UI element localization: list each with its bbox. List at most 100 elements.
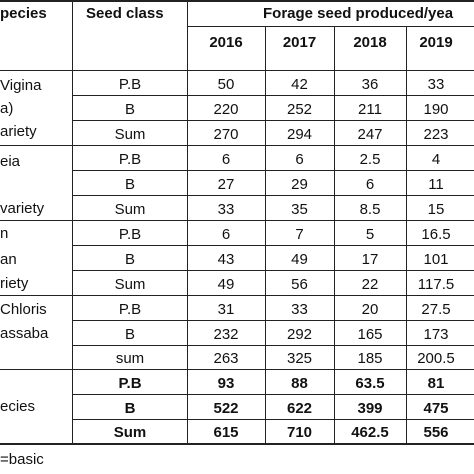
total-cell: 93 <box>217 375 235 392</box>
total-cell: 462.5 <box>351 424 389 441</box>
value-cell: 20 <box>361 301 379 318</box>
value-cell: 35 <box>291 201 308 218</box>
rule-group3-bottom <box>0 295 474 296</box>
value-cell: 6 <box>295 151 304 168</box>
value-cell: 173 <box>423 326 449 343</box>
value-cell: 17 <box>361 251 379 268</box>
seed-class-cell: B <box>124 251 135 268</box>
header-year: 2019 <box>419 34 453 51</box>
total-cell: 622 <box>286 400 313 417</box>
seed-class-cell: P.B <box>118 151 142 168</box>
rule-years-top <box>187 26 474 27</box>
seed-class-cell: sum <box>115 350 145 367</box>
value-cell: 33 <box>427 76 445 93</box>
seed-class-cell: Sum <box>114 201 146 218</box>
value-cell: 232 <box>213 326 239 343</box>
total-cell: 615 <box>213 424 239 441</box>
value-cell: 36 <box>361 76 379 93</box>
header-year: 2017 <box>282 34 317 51</box>
species-label: an <box>0 251 17 268</box>
value-cell: 29 <box>291 176 308 193</box>
value-cell: 11 <box>428 176 444 193</box>
value-cell: 270 <box>213 126 239 143</box>
value-cell: 22 <box>361 276 379 293</box>
value-cell: 200.5 <box>417 350 455 367</box>
seed-class-cell: P.B <box>118 76 142 93</box>
rule-col-2018 <box>406 26 407 444</box>
rule-row <box>72 394 474 395</box>
total-cell: 63.5 <box>355 375 385 392</box>
rule-row <box>72 245 474 246</box>
value-cell: 33 <box>217 201 235 218</box>
value-cell: 49 <box>217 276 235 293</box>
rule-col-species <box>72 0 73 444</box>
value-cell: 220 <box>213 101 239 118</box>
rule-group1-bottom <box>0 145 474 146</box>
value-cell: 6 <box>365 176 375 193</box>
value-cell: 101 <box>423 251 449 268</box>
header-species: pecies <box>0 5 47 22</box>
seed-class-cell: B <box>124 326 135 343</box>
header-year: 2018 <box>353 34 387 51</box>
total-cell: 81 <box>427 375 445 392</box>
seed-class-cell: Sum <box>113 424 147 441</box>
value-cell: 223 <box>423 126 449 143</box>
value-cell: 43 <box>217 251 235 268</box>
species-label: eia <box>0 153 21 170</box>
value-cell: 263 <box>213 350 239 367</box>
total-cell: 88 <box>291 375 308 392</box>
rule-row <box>72 270 474 271</box>
rule-row <box>72 120 474 121</box>
value-cell: 27.5 <box>421 301 451 318</box>
value-cell: 15 <box>427 201 445 218</box>
rule-header-bottom <box>0 70 474 71</box>
value-cell: 33 <box>291 301 308 318</box>
value-cell: 2.5 <box>359 151 381 168</box>
totals-label: ecies <box>0 398 36 415</box>
species-label: variety <box>0 200 45 217</box>
total-cell: 399 <box>357 400 383 417</box>
header-year: 2016 <box>209 34 243 51</box>
species-label: n <box>0 225 9 242</box>
rule-group4-bottom <box>0 369 474 370</box>
value-cell: 42 <box>291 76 308 93</box>
value-cell: 117.5 <box>417 276 455 293</box>
rule-row <box>72 345 474 346</box>
value-cell: 325 <box>286 350 313 367</box>
value-cell: 16.5 <box>421 226 451 243</box>
seed-class-cell: B <box>124 400 136 417</box>
value-cell: 8.5 <box>359 201 381 218</box>
species-label: Chloris <box>0 301 47 318</box>
value-cell: 252 <box>286 101 313 118</box>
species-label: riety <box>0 275 29 292</box>
value-cell: 31 <box>217 301 235 318</box>
header-forage: Forage seed produced/yea <box>263 5 454 22</box>
value-cell: 185 <box>357 350 383 367</box>
rule-col-2017 <box>334 26 335 444</box>
seed-class-cell: B <box>124 101 135 118</box>
species-label: assaba <box>0 325 49 342</box>
value-cell: 6 <box>221 226 231 243</box>
value-cell: 6 <box>221 151 231 168</box>
value-cell: 247 <box>357 126 383 143</box>
total-cell: 522 <box>213 400 239 417</box>
value-cell: 49 <box>291 251 308 268</box>
total-cell: 475 <box>423 400 449 417</box>
value-cell: 211 <box>358 101 382 118</box>
value-cell: 5 <box>365 226 375 243</box>
rule-row <box>72 95 474 96</box>
value-cell: 56 <box>291 276 308 293</box>
value-cell: 7 <box>295 226 304 243</box>
rule-row <box>72 419 474 420</box>
value-cell: 27 <box>217 176 235 193</box>
rule-top <box>0 0 474 2</box>
species-label: ariety <box>0 123 37 140</box>
seed-class-cell: Sum <box>114 276 146 293</box>
rule-col-2016 <box>265 26 266 444</box>
rule-bottom <box>0 443 474 445</box>
rule-group2-bottom <box>0 220 474 221</box>
value-cell: 292 <box>286 326 313 343</box>
rule-col-class <box>187 0 188 444</box>
seed-class-cell: B <box>124 176 135 193</box>
